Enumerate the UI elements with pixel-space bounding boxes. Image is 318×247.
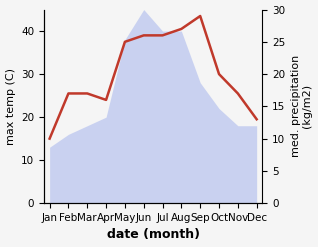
X-axis label: date (month): date (month) (107, 228, 200, 242)
Y-axis label: med. precipitation
(kg/m2): med. precipitation (kg/m2) (291, 55, 313, 158)
Y-axis label: max temp (C): max temp (C) (5, 68, 16, 145)
